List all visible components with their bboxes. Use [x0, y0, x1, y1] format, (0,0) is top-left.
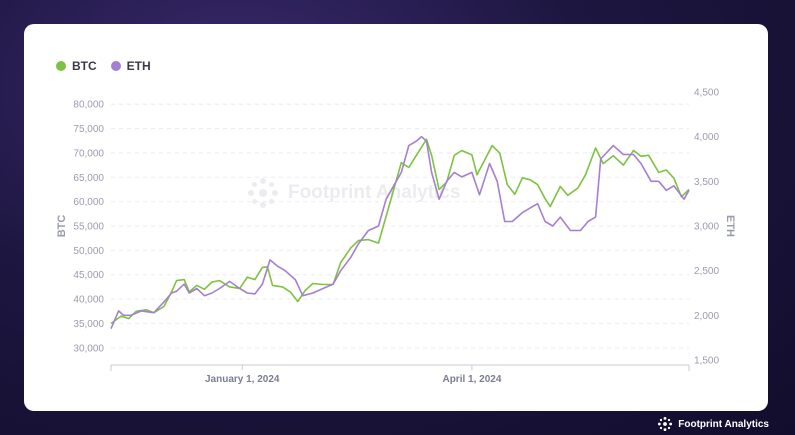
brand-logo-icon: [658, 416, 673, 432]
y-left-tick-label: 80,000: [73, 100, 104, 111]
y-axis-right: 1,500 2,000 2,500 3,000 3,500 4,000 4,500: [694, 88, 719, 367]
y-right-tick-label: 4,000: [694, 132, 719, 143]
legend-label-eth: ETH: [126, 59, 151, 73]
y-right-tick-label: 2,000: [694, 311, 719, 322]
y-left-tick-label: 65,000: [73, 173, 104, 184]
footer-brand: Footprint Analytics: [657, 416, 769, 432]
y-left-tick-label: 60,000: [73, 197, 104, 208]
btc-line[interactable]: [110, 138, 690, 325]
line-chart: 30,000 35,000 40,000 45,000 50,000 55,000 60,0…: [56, 88, 736, 386]
y-left-tick-label: 35,000: [73, 319, 104, 330]
chart-legend: BTC ETH: [56, 59, 151, 73]
y-left-tick-label: 55,000: [73, 222, 104, 233]
y-left-tick-label: 50,000: [73, 246, 104, 257]
y-axis-left-title: BTC: [56, 215, 68, 238]
y-left-tick-label: 45,000: [73, 270, 104, 281]
y-left-tick-label: 30,000: [73, 343, 104, 354]
y-left-tick-label: 70,000: [73, 148, 104, 159]
legend-dot-btc: [56, 61, 66, 71]
x-tick-label: January 1, 2024: [205, 374, 280, 385]
legend-label-btc: BTC: [72, 59, 97, 73]
watermark-logo-icon: [248, 178, 278, 208]
grid-lines: [111, 103, 689, 349]
x-axis: January 1, 2024 April 1, 2024: [110, 364, 690, 385]
y-right-tick-label: 1,500: [694, 356, 719, 367]
x-tick-label: April 1, 2024: [442, 374, 501, 385]
y-axis-left: 30,000 35,000 40,000 45,000 50,000 55,000 60,0…: [73, 100, 104, 355]
watermark-text: Footprint Analytics: [288, 182, 461, 203]
y-left-tick-label: 40,000: [73, 295, 104, 306]
legend-dot-eth: [110, 61, 121, 71]
chart-card: BTC ETH Footprint Analytics 30,000 35,000…: [24, 24, 768, 411]
y-right-tick-label: 3,500: [694, 177, 719, 188]
y-left-tick-label: 75,000: [73, 124, 104, 135]
eth-line[interactable]: [110, 135, 690, 330]
legend-item-eth[interactable]: ETH: [110, 59, 151, 73]
series-lines: [110, 135, 690, 330]
y-axis-right-title: ETH: [724, 215, 736, 237]
y-right-tick-label: 4,500: [694, 88, 719, 99]
watermark: Footprint Analytics: [246, 176, 460, 210]
y-right-tick-label: 3,000: [694, 222, 719, 233]
y-right-tick-label: 2,500: [694, 266, 719, 277]
brand-name: Footprint Analytics: [678, 418, 769, 430]
legend-item-btc[interactable]: BTC: [56, 59, 97, 73]
